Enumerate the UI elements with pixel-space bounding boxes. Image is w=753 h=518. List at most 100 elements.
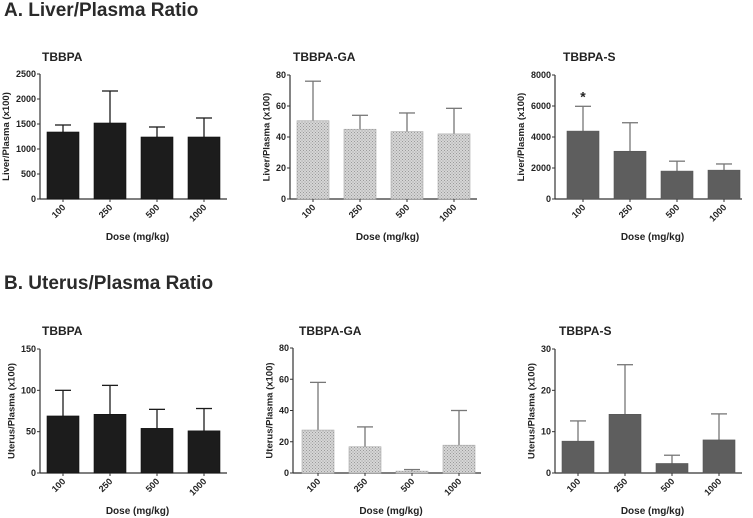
bar-100 [301, 429, 335, 474]
y-tick-label: 40 [279, 406, 289, 416]
y-tick-label: 0 [546, 468, 551, 478]
y-axis-label: Liver/Plasma (x100) [516, 93, 527, 182]
panel-title: TBBPA-S [563, 50, 615, 64]
y-tick-label: 1500 [16, 119, 36, 129]
y-tick-label: 20 [541, 385, 551, 395]
bar-250 [348, 446, 382, 474]
x-tick-label: 1000 [187, 476, 208, 497]
x-tick-label: 100 [50, 202, 68, 220]
y-tick-label: 2000 [531, 163, 551, 173]
x-tick-label: 100 [300, 202, 318, 220]
x-tick-label: 100 [570, 202, 588, 220]
bar-1000 [702, 439, 736, 474]
bar-250 [613, 150, 647, 200]
bar-250 [608, 414, 642, 474]
x-axis-label: Dose (mg/kg) [621, 506, 684, 517]
bar-1000 [442, 444, 476, 474]
chart-panel-a-tbbpa-ga: TBBPA-GA 0 20 40 60 80 Liver/Plasma (x100) 100 2… [262, 50, 477, 243]
y-tick-label: 80 [279, 343, 289, 353]
panel-title: TBBPA [42, 50, 83, 64]
y-axis-label: Uterus/Plasma (x100) [6, 363, 17, 459]
y-tick-label: 80 [276, 70, 286, 80]
x-tick-label: 100 [305, 476, 323, 494]
x-tick-label: 250 [97, 202, 115, 220]
bar-1000 [187, 430, 221, 474]
x-tick-label: 500 [664, 202, 682, 220]
panel-title: TBBPA-GA [293, 50, 356, 64]
y-tick-label: 150 [21, 344, 36, 354]
x-tick-label: 250 [612, 476, 630, 494]
y-tick-label: 1000 [16, 144, 36, 154]
y-axis-label: Uterus/Plasma (x100) [265, 362, 276, 458]
bar-500 [390, 131, 424, 200]
panel-title: TBBPA-S [559, 324, 611, 338]
bar-500 [140, 428, 174, 474]
x-tick-label: 100 [565, 476, 583, 494]
x-tick-label: 250 [347, 202, 365, 220]
significance-marker: * [580, 88, 586, 104]
y-tick-label: 60 [279, 374, 289, 384]
y-tick-label: 2000 [16, 94, 36, 104]
x-tick-label: 500 [144, 476, 162, 494]
y-tick-label: 8000 [531, 70, 551, 80]
x-axis-label: Dose (mg/kg) [359, 506, 422, 517]
y-tick-label: 30 [541, 344, 551, 354]
y-tick-label: 0 [281, 194, 286, 204]
y-tick-label: 40 [276, 132, 286, 142]
x-tick-label: 1000 [702, 476, 723, 497]
panel-title: TBBPA [42, 324, 83, 338]
bar-250 [93, 414, 127, 474]
x-tick-label: 250 [617, 202, 635, 220]
y-tick-label: 0 [31, 468, 36, 478]
y-tick-label: 0 [284, 468, 289, 478]
bar-500 [655, 463, 689, 474]
y-axis-label: Uterus/Plasma (x100) [527, 363, 538, 459]
x-tick-label: 250 [352, 476, 370, 494]
y-tick-label: 0 [31, 194, 36, 204]
bar-1000 [707, 169, 741, 200]
x-axis-label: Dose (mg/kg) [106, 232, 169, 243]
x-tick-label: 100 [50, 476, 68, 494]
x-tick-label: 1000 [187, 202, 208, 223]
bar-100 [566, 130, 600, 200]
bar-500 [660, 170, 694, 200]
bar-1000 [437, 133, 471, 200]
y-tick-label: 20 [276, 163, 286, 173]
bar-500 [395, 470, 429, 474]
x-tick-label: 500 [394, 202, 412, 220]
bar-100 [561, 440, 595, 474]
x-tick-label: 1000 [707, 202, 728, 223]
x-tick-label: 1000 [437, 202, 458, 223]
x-tick-label: 250 [97, 476, 115, 494]
x-tick-label: 500 [659, 476, 677, 494]
x-tick-label: 500 [399, 476, 417, 494]
bar-250 [93, 122, 127, 200]
y-tick-label: 500 [21, 169, 36, 179]
chart-panel-a-tbbpa-s: TBBPA-S 0 2000 4000 6000 8000 Liver/Plasma (x1… [516, 50, 742, 243]
section-b-title: B. Uterus/Plasma Ratio [4, 273, 214, 294]
y-tick-label: 0 [546, 194, 551, 204]
x-axis-label: Dose (mg/kg) [106, 506, 169, 517]
x-tick-label: 1000 [442, 476, 463, 497]
section-a-title: A. Liver/Plasma Ratio [4, 0, 199, 21]
bar-500 [140, 136, 174, 200]
bar-100 [296, 120, 330, 200]
y-tick-label: 60 [276, 101, 286, 111]
y-axis-label: Liver/Plasma (x100) [1, 92, 12, 181]
chart-panel-b-tbbpa: TBBPA 0 50 100 150 Uterus/Plasma (x100) 100 250… [6, 324, 227, 517]
chart-panel-a-tbbpa: TBBPA 0 500 1000 1500 2000 2500 Liver/Plasma (x… [1, 50, 227, 243]
y-tick-label: 4000 [531, 132, 551, 142]
panel-title: TBBPA-GA [299, 324, 362, 338]
y-tick-label: 6000 [531, 101, 551, 111]
y-tick-label: 2500 [16, 69, 36, 79]
bar-100 [46, 415, 80, 474]
bar-250 [343, 128, 377, 200]
x-axis-label: Dose (mg/kg) [621, 232, 684, 243]
y-tick-label: 100 [21, 385, 36, 395]
x-tick-label: 500 [144, 202, 162, 220]
x-axis-label: Dose (mg/kg) [356, 232, 419, 243]
bar-1000 [187, 136, 221, 200]
